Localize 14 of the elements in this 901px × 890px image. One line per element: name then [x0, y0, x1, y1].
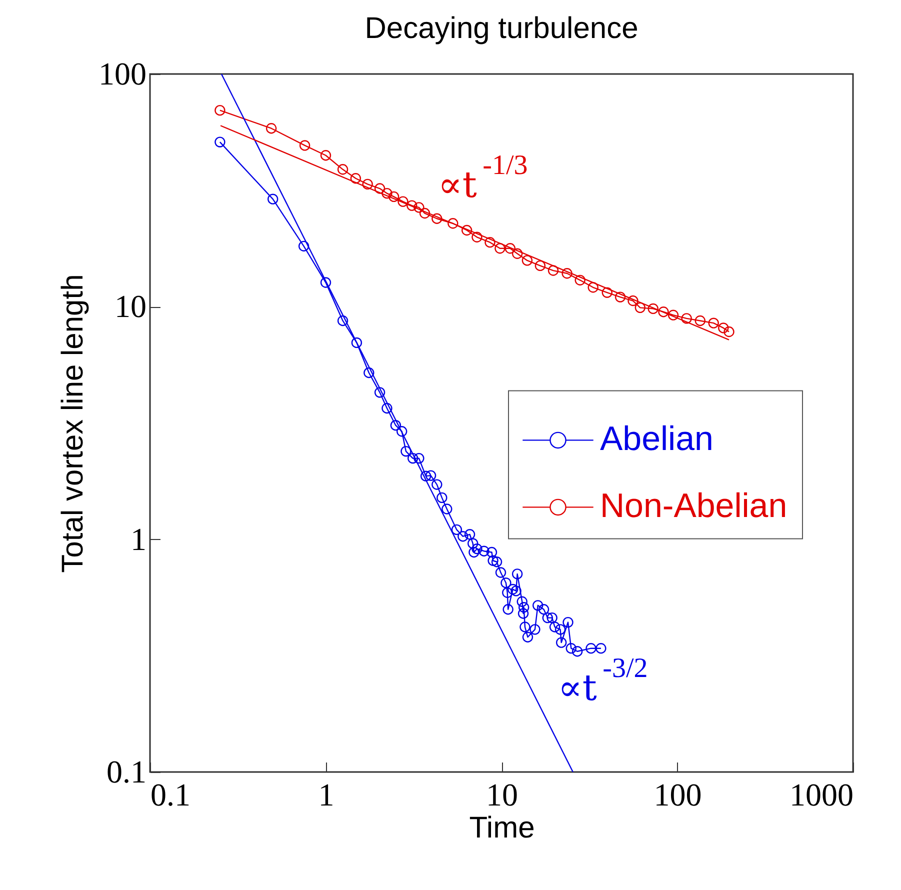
- legend-label: Non-Abelian: [600, 487, 788, 526]
- x-axis-title: Time: [469, 812, 535, 844]
- y-axis-title: Total vortex line length: [56, 274, 90, 573]
- x-tick-label: 1000: [790, 776, 854, 812]
- y-tick-label: 100: [98, 56, 146, 92]
- x-tick-label: 10: [486, 776, 518, 812]
- x-tick-label: 100: [654, 776, 702, 812]
- y-tick-label: 1: [130, 520, 146, 557]
- x-tick-label: 0.1: [150, 776, 190, 812]
- y-tick-label: 0.1: [106, 754, 146, 790]
- legend-label: Abelian: [600, 420, 714, 458]
- y-tick-label: 10: [114, 288, 146, 324]
- chart-title: Decaying turbulence: [364, 12, 638, 45]
- x-tick-label: 1: [318, 776, 334, 812]
